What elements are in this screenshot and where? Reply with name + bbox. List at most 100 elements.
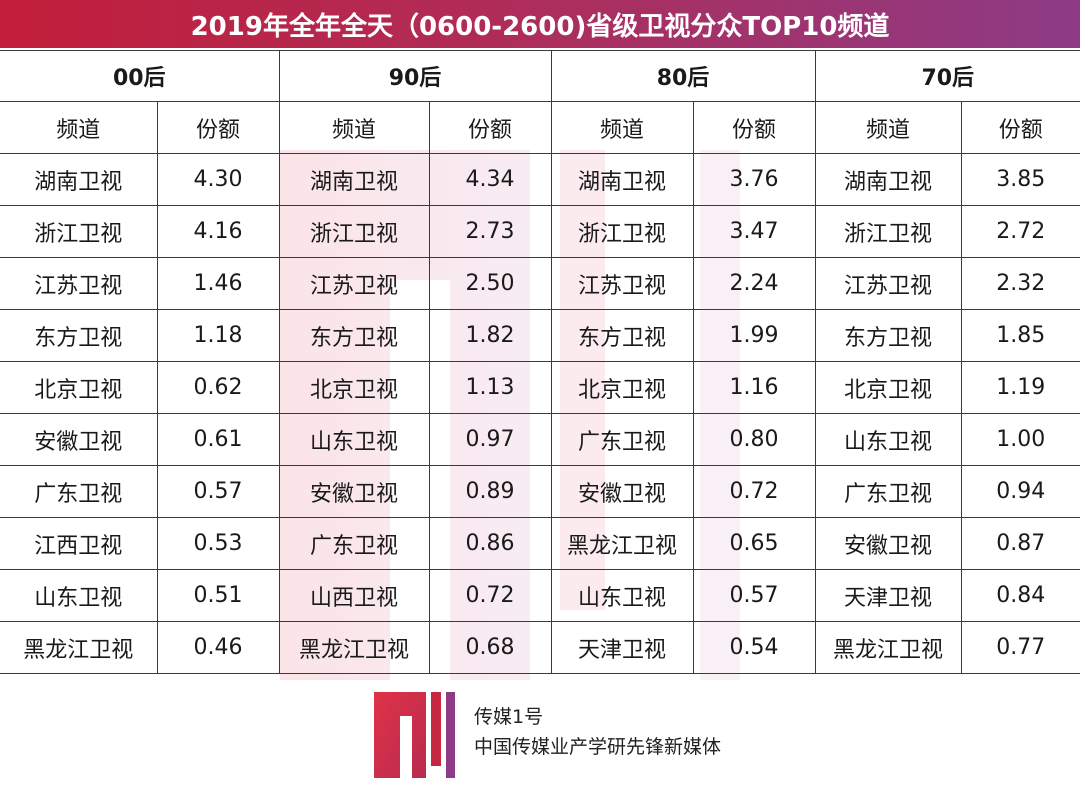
share-cell: 2.72 [960,205,1080,258]
channel-cell: 浙江卫视 [550,205,694,258]
share-cell: 1.85 [960,309,1080,362]
share-cell: 1.46 [156,257,280,310]
channel-cell: 山东卫视 [278,413,430,466]
group-header-90s: 90后 [278,50,552,102]
share-cell: 1.82 [428,309,552,362]
channel-cell: 江苏卫视 [0,257,158,310]
table-row: 安徽卫视 0.61 山东卫视 0.97 广东卫视 0.80 山东卫视 1.00 [0,413,1080,466]
share-cell: 1.13 [428,361,552,414]
share-cell: 2.24 [692,257,816,310]
channel-cell: 天津卫视 [550,621,694,674]
share-cell: 0.53 [156,517,280,570]
channel-cell: 山东卫视 [814,413,962,466]
share-cell: 1.19 [960,361,1080,414]
channel-cell: 黑龙江卫视 [550,517,694,570]
footer-text-block: 传媒1号 中国传媒业产学研先锋新媒体 [474,702,721,762]
channel-cell: 安徽卫视 [0,413,158,466]
channel-cell: 广东卫视 [278,517,430,570]
share-cell: 0.65 [692,517,816,570]
share-cell: 0.62 [156,361,280,414]
channel-cell: 广东卫视 [550,413,694,466]
channel-cell: 天津卫视 [814,569,962,622]
column-header-share: 份额 [692,101,816,154]
group-header-80s: 80后 [550,50,816,102]
share-cell: 4.34 [428,153,552,206]
share-cell: 3.85 [960,153,1080,206]
channel-cell: 东方卫视 [278,309,430,362]
share-cell: 3.76 [692,153,816,206]
brand-logo-icon [374,692,455,778]
channel-cell: 江苏卫视 [278,257,430,310]
footer-brand: 传媒1号 [474,706,544,728]
channel-cell: 广东卫视 [0,465,158,518]
share-cell: 0.97 [428,413,552,466]
channel-cell: 湖南卫视 [814,153,962,206]
column-header-channel: 频道 [550,101,694,154]
share-cell: 0.68 [428,621,552,674]
channel-cell: 安徽卫视 [278,465,430,518]
title-text: 2019年全年全天（0600-2600)省级卫视分众TOP10频道 [190,11,890,42]
channel-cell: 黑龙江卫视 [814,621,962,674]
share-cell: 0.89 [428,465,552,518]
column-header-channel: 频道 [278,101,430,154]
share-cell: 0.77 [960,621,1080,674]
group-header-70s: 70后 [814,50,1080,102]
column-header-channel: 频道 [0,101,158,154]
channel-cell: 湖南卫视 [0,153,158,206]
table-row: 北京卫视 0.62 北京卫视 1.13 北京卫视 1.16 北京卫视 1.19 [0,361,1080,414]
table-row: 湖南卫视 4.30 湖南卫视 4.34 湖南卫视 3.76 湖南卫视 3.85 [0,153,1080,206]
share-cell: 0.72 [428,569,552,622]
share-cell: 2.32 [960,257,1080,310]
share-cell: 0.54 [692,621,816,674]
page-title: 2019年全年全天（0600-2600)省级卫视分众TOP10频道 [0,0,1080,48]
channel-cell: 山西卫视 [278,569,430,622]
channel-cell: 黑龙江卫视 [278,621,430,674]
share-cell: 4.30 [156,153,280,206]
channel-cell: 东方卫视 [0,309,158,362]
group-header-row: 00后 90后 80后 70后 [0,50,1080,102]
share-cell: 0.84 [960,569,1080,622]
channel-cell: 江苏卫视 [814,257,962,310]
share-cell: 1.00 [960,413,1080,466]
channel-cell: 山东卫视 [550,569,694,622]
channel-cell: 北京卫视 [0,361,158,414]
channel-cell: 安徽卫视 [550,465,694,518]
share-cell: 1.18 [156,309,280,362]
share-cell: 0.80 [692,413,816,466]
share-cell: 4.16 [156,205,280,258]
table-row: 广东卫视 0.57 安徽卫视 0.89 安徽卫视 0.72 广东卫视 0.94 [0,465,1080,518]
channel-cell: 浙江卫视 [0,205,158,258]
table-row: 江西卫视 0.53 广东卫视 0.86 黑龙江卫视 0.65 安徽卫视 0.87 [0,517,1080,570]
share-cell: 3.47 [692,205,816,258]
channel-cell: 安徽卫视 [814,517,962,570]
channel-cell: 浙江卫视 [814,205,962,258]
share-cell: 2.50 [428,257,552,310]
channel-cell: 湖南卫视 [550,153,694,206]
ratings-table: 00后 90后 80后 70后 频道 份额 频道 份额 频道 份额 频道 份额 … [0,50,1080,674]
channel-cell: 山东卫视 [0,569,158,622]
group-header-00s: 00后 [0,50,280,102]
share-cell: 1.16 [692,361,816,414]
channel-cell: 北京卫视 [278,361,430,414]
channel-cell: 北京卫视 [550,361,694,414]
table-row: 山东卫视 0.51 山西卫视 0.72 山东卫视 0.57 天津卫视 0.84 [0,569,1080,622]
share-cell: 0.57 [692,569,816,622]
column-header-row: 频道 份额 频道 份额 频道 份额 频道 份额 [0,101,1080,154]
channel-cell: 江西卫视 [0,517,158,570]
channel-cell: 江苏卫视 [550,257,694,310]
share-cell: 0.87 [960,517,1080,570]
column-header-share: 份额 [960,101,1080,154]
share-cell: 0.61 [156,413,280,466]
table-row: 浙江卫视 4.16 浙江卫视 2.73 浙江卫视 3.47 浙江卫视 2.72 [0,205,1080,258]
table-row: 东方卫视 1.18 东方卫视 1.82 东方卫视 1.99 东方卫视 1.85 [0,309,1080,362]
channel-cell: 湖南卫视 [278,153,430,206]
channel-cell: 浙江卫视 [278,205,430,258]
channel-cell: 东方卫视 [550,309,694,362]
share-cell: 1.99 [692,309,816,362]
column-header-channel: 频道 [814,101,962,154]
share-cell: 0.86 [428,517,552,570]
share-cell: 0.51 [156,569,280,622]
channel-cell: 黑龙江卫视 [0,621,158,674]
share-cell: 0.72 [692,465,816,518]
channel-cell: 北京卫视 [814,361,962,414]
